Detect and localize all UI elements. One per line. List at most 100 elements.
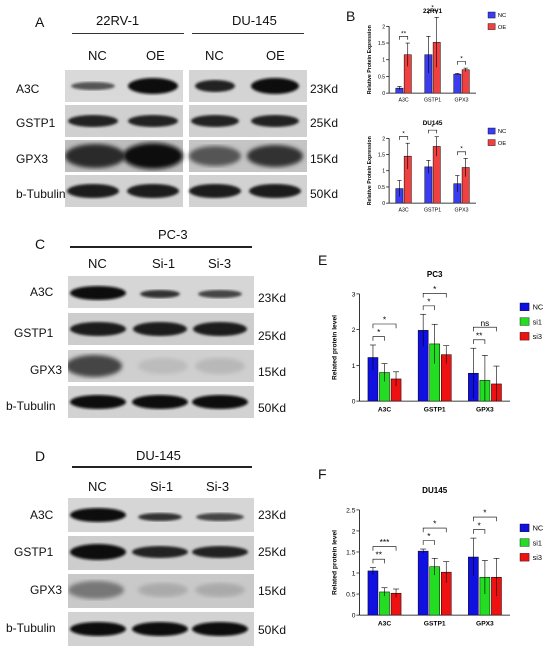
y-tick-label: 0.5 — [378, 185, 385, 191]
panel-c-col-2: Si-1 — [152, 256, 176, 271]
legend-swatch — [487, 127, 496, 135]
panel-a-col-1: NC — [88, 48, 107, 63]
panel-a-size-label: 15Kd — [310, 152, 339, 166]
significance-label: * — [383, 315, 387, 325]
y-axis-label: Relative Protein Expression — [367, 25, 373, 94]
panel-d-row-label: b-Tubulin — [6, 621, 56, 635]
legend-label: NC — [533, 524, 544, 533]
blot-band — [70, 544, 126, 560]
significance-label: ** — [401, 30, 407, 37]
x-tick-label: A3C — [378, 621, 391, 628]
significance-bracket — [473, 339, 486, 345]
y-tick-label: 2.5 — [346, 507, 356, 514]
blot-band — [68, 115, 118, 127]
panel-c-row-label: GPX3 — [30, 363, 63, 377]
blot-band — [128, 115, 178, 127]
legend-label: si1 — [533, 317, 542, 326]
legend-label: si3 — [533, 553, 542, 562]
panel-a-size-label: 50Kd — [310, 187, 339, 201]
blot-band — [70, 395, 126, 409]
significance-bracket — [372, 546, 397, 551]
y-tick-label: 3 — [352, 291, 356, 298]
blot-band — [132, 395, 188, 409]
blot-band — [133, 322, 187, 336]
y-tick-label: 2 — [382, 136, 385, 142]
significance-bracket — [399, 136, 409, 140]
panel-d-rule — [72, 466, 252, 468]
panel-b-letter: B — [346, 8, 356, 24]
significance-bracket — [428, 10, 438, 15]
panel-d-letter: D — [35, 448, 46, 464]
significance-bracket — [372, 336, 385, 341]
panel-d-size-label: 25Kd — [258, 545, 287, 559]
y-tick-label: 0.5 — [378, 74, 385, 80]
blot-band — [189, 184, 241, 198]
panel-a-rule-1 — [72, 33, 184, 34]
significance-bracket — [399, 36, 409, 40]
panel-c-row-label: A3C — [30, 285, 54, 299]
significance-bracket — [372, 558, 385, 564]
blot-band — [71, 82, 115, 90]
x-tick-label: GPX3 — [455, 97, 469, 103]
panel-d-col-2: Si-1 — [150, 479, 174, 494]
panel-a-letter: A — [35, 14, 45, 30]
y-tick-label: 1 — [352, 363, 356, 370]
x-tick-label: GSTP1 — [424, 407, 446, 414]
panel-c-blots — [68, 276, 254, 418]
blot-band — [195, 80, 235, 92]
legend-label: si1 — [533, 538, 542, 547]
panel-c-size-label: 23Kd — [258, 291, 287, 305]
panel-f-letter: F — [318, 466, 327, 482]
legend-label: NC — [498, 129, 506, 135]
blot-band — [70, 286, 126, 300]
blot-band — [196, 513, 244, 521]
panel-c-row-label: GSTP1 — [14, 326, 54, 340]
blot-band — [65, 144, 125, 168]
panel-c-size-label: 25Kd — [258, 329, 287, 343]
blot-band — [138, 358, 188, 374]
significance-label: * — [460, 146, 463, 153]
significance-bracket — [372, 323, 397, 329]
y-tick-label: 0 — [382, 201, 385, 207]
panel-c-size-label: 15Kd — [258, 365, 287, 379]
legend-swatch — [487, 139, 496, 146]
significance-label: * — [402, 131, 405, 138]
legend-label: OE — [498, 141, 506, 147]
y-tick-label: 0.5 — [346, 592, 356, 599]
legend-swatch — [487, 23, 496, 30]
legend-label: NC — [498, 13, 506, 19]
significance-label: * — [431, 5, 434, 12]
chart-title: 22RV1 — [423, 8, 443, 15]
blot-band — [138, 583, 188, 597]
blot-band — [127, 184, 179, 198]
significance-label: * — [433, 519, 437, 529]
legend-swatch — [519, 538, 530, 547]
legend-swatch — [519, 523, 530, 532]
legend-label: NC — [533, 303, 544, 312]
panel-d-size-label: 23Kd — [258, 508, 287, 522]
blot-band — [132, 546, 188, 558]
significance-bracket — [422, 305, 435, 311]
panel-a-cellline-1: 22RV-1 — [96, 13, 140, 28]
blot-band — [68, 581, 124, 599]
blot-band — [67, 184, 119, 198]
blot-band — [192, 622, 248, 636]
blot-band — [132, 622, 188, 636]
panel-d-size-label: 50Kd — [258, 623, 287, 637]
panel-a-blots — [65, 70, 307, 207]
panel-c-size-label: 50Kd — [258, 401, 287, 415]
panel-a-row-label: GPX3 — [16, 152, 49, 166]
panel-a-rule-2 — [192, 33, 304, 34]
x-tick-label: A3C — [378, 407, 391, 414]
legend-swatch — [519, 553, 530, 562]
panel-a-row-label: GSTP1 — [16, 116, 56, 130]
y-tick-label: 1 — [382, 169, 385, 175]
blot-band — [70, 508, 126, 522]
y-axis-label: Relative Protein Expression — [367, 136, 373, 205]
legend-swatch — [519, 332, 530, 341]
panel-c-col-3: Si-3 — [208, 256, 232, 271]
panel-d-row-label: A3C — [30, 508, 54, 522]
significance-bracket — [422, 527, 447, 533]
y-axis-label: Related protein level — [331, 530, 338, 595]
